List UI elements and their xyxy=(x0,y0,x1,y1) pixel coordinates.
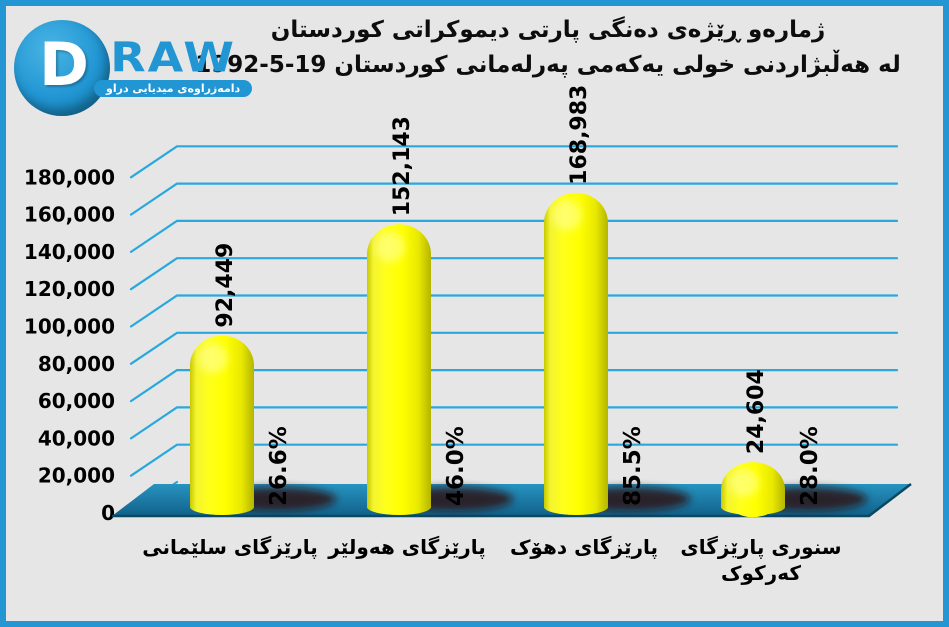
logo-monogram: D xyxy=(39,30,89,100)
y-tick-label: 60,000 xyxy=(38,389,115,413)
gridline xyxy=(129,257,899,291)
gridline xyxy=(129,369,899,403)
y-tick-label: 80,000 xyxy=(38,352,115,376)
draw-logo-circle-icon: D xyxy=(14,20,110,116)
y-tick-label: 20,000 xyxy=(38,464,115,488)
chart-title-line2: له هەڵبژاردنی خولی یەکەمی پەرلەمانی کورد… xyxy=(185,48,911,83)
y-tick-label: 160,000 xyxy=(24,203,115,227)
bar-3 xyxy=(544,192,608,515)
category-label: پارێزگای هەولێر xyxy=(327,535,485,560)
chart-title-line2-text: له هەڵبژاردنی خولی یەکەمی پەرلەمانی کورد… xyxy=(334,51,901,78)
category-label: پارێزگای سلێمانی xyxy=(142,535,318,560)
category-label: کەرکوک xyxy=(721,561,801,585)
category-label: سنوری پارێزگای xyxy=(680,535,841,560)
bar-value-label: 24,604 xyxy=(744,369,769,454)
y-tick-label: 140,000 xyxy=(24,240,115,264)
logo-wordmark: RAW xyxy=(110,32,236,82)
category-label: پارێزگای دهۆک xyxy=(510,535,658,560)
y-tick-label: 40,000 xyxy=(38,426,115,450)
y-tick-label: 180,000 xyxy=(24,165,115,189)
logo-wordmark-block: RAW دامەزراوەی میدیایی دراو xyxy=(94,32,253,97)
gridline xyxy=(129,219,899,253)
chart-floor-edge xyxy=(112,483,912,518)
y-tick-label: 120,000 xyxy=(24,277,115,301)
gridline xyxy=(129,294,899,328)
bar-value-label: 152,143 xyxy=(390,116,415,216)
bar-percent-label: 46.0% xyxy=(443,426,469,506)
chart-title: ژمارەو ڕێژەی دەنگی پارتی دیموکراتی کوردس… xyxy=(185,13,911,82)
bar-4 xyxy=(721,462,785,518)
gridline xyxy=(129,145,899,179)
gridline xyxy=(129,443,899,477)
bar-1 xyxy=(190,335,254,515)
chart-title-line1: ژمارەو ڕێژەی دەنگی پارتی دیموکراتی کوردس… xyxy=(270,17,826,43)
bar-percent-label: 85.5% xyxy=(620,426,646,506)
y-tick-label: 0 xyxy=(101,501,115,525)
gridline xyxy=(129,331,899,365)
bar-value-label: 92,449 xyxy=(213,243,238,328)
bar-value-label: 168,983 xyxy=(567,85,592,185)
draw-logo: D RAW دامەزراوەی میدیایی دراو xyxy=(14,20,253,116)
y-tick-label: 100,000 xyxy=(24,315,115,339)
bar-percent-label: 28.0% xyxy=(797,426,823,506)
gridline xyxy=(129,406,899,440)
gridline xyxy=(129,182,899,216)
election-date: 1992-5-19 xyxy=(195,51,327,78)
logo-tagline-ribbon: دامەزراوەی میدیایی دراو xyxy=(94,80,253,97)
bar-percent-label: 26.6% xyxy=(266,426,292,506)
bar-2 xyxy=(367,224,431,515)
